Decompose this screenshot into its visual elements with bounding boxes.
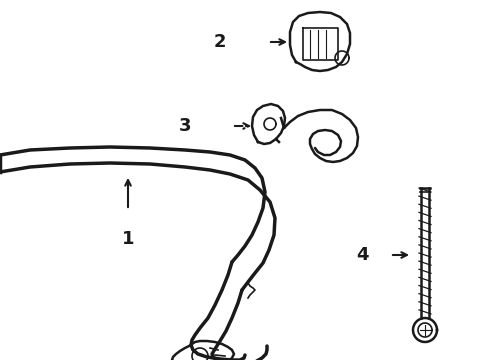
Text: 4: 4 (356, 246, 368, 264)
Polygon shape (252, 104, 285, 144)
Polygon shape (172, 341, 234, 360)
Polygon shape (413, 318, 437, 342)
Polygon shape (284, 110, 358, 162)
Text: 1: 1 (122, 230, 134, 248)
Text: 3: 3 (179, 117, 191, 135)
Polygon shape (290, 12, 350, 71)
Text: 2: 2 (214, 33, 226, 51)
